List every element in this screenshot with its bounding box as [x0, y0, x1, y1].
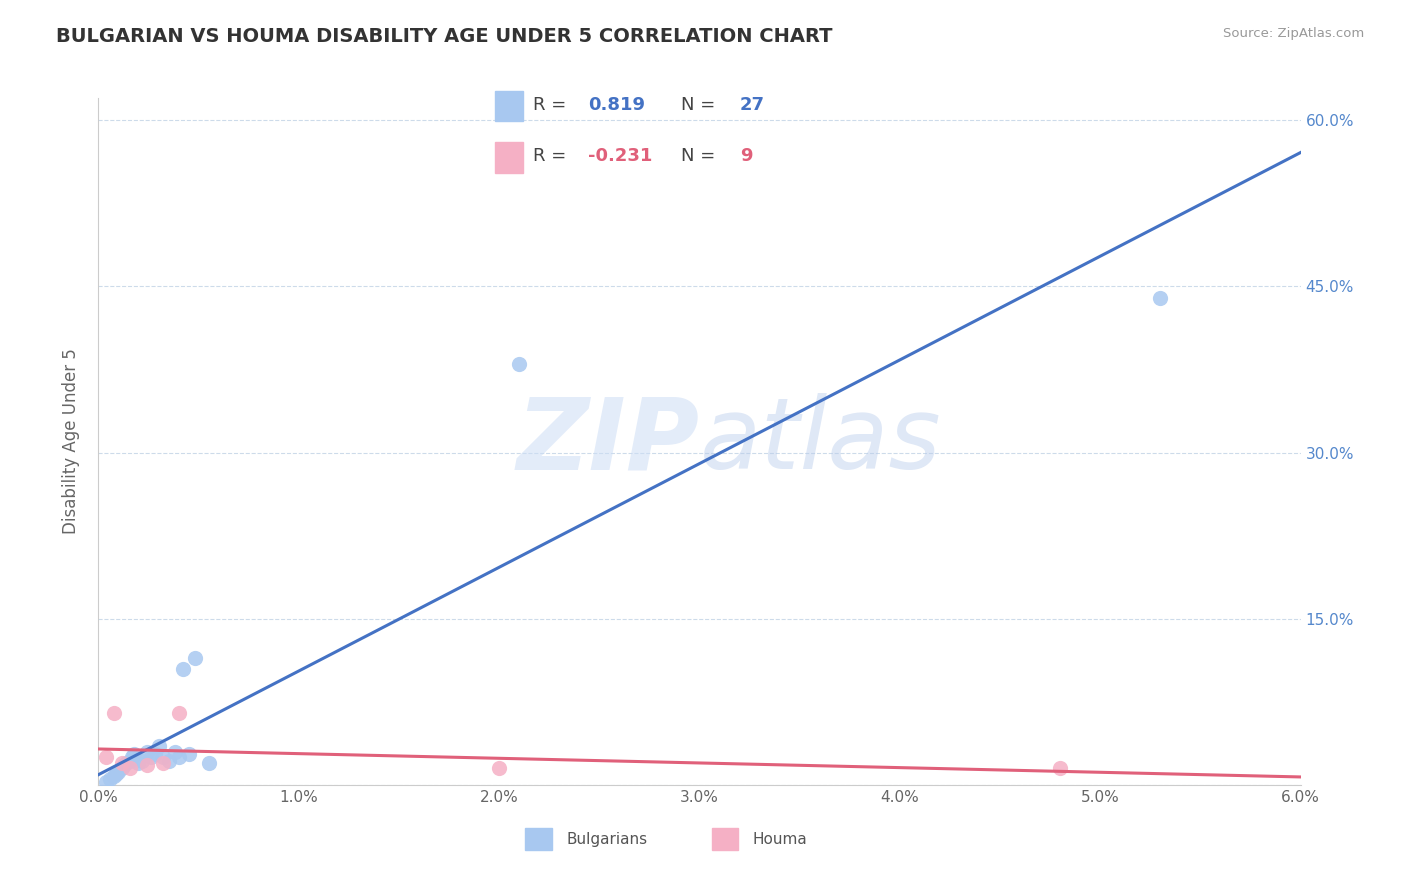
Point: [148, 739, 170, 754]
Point: [135, 745, 157, 759]
Text: 9: 9: [740, 147, 752, 165]
Text: atlas: atlas: [700, 393, 941, 490]
Text: R =: R =: [533, 147, 572, 165]
Point: [157, 754, 180, 768]
Point: [114, 758, 136, 772]
Text: N =: N =: [682, 147, 721, 165]
Point: [111, 756, 134, 770]
Point: [107, 764, 129, 779]
Point: [128, 756, 150, 770]
Point: [183, 650, 205, 665]
Point: [152, 750, 174, 764]
Point: [115, 756, 138, 770]
Bar: [495, 142, 523, 173]
Point: [177, 747, 200, 761]
Text: Houma: Houma: [752, 831, 807, 847]
Text: Source: ZipAtlas.com: Source: ZipAtlas.com: [1223, 27, 1364, 40]
Text: N =: N =: [682, 96, 721, 114]
Point: [139, 750, 162, 764]
Point: [96, 774, 118, 789]
Text: 27: 27: [740, 96, 765, 114]
Text: R =: R =: [533, 96, 572, 114]
Point: [488, 761, 510, 775]
Point: [167, 750, 190, 764]
Bar: [495, 91, 523, 121]
Point: [105, 767, 128, 781]
Point: [103, 769, 125, 783]
Point: [152, 756, 174, 770]
Point: [163, 745, 186, 759]
Text: BULGARIAN VS HOUMA DISABILITY AGE UNDER 5 CORRELATION CHART: BULGARIAN VS HOUMA DISABILITY AGE UNDER …: [56, 27, 832, 45]
Point: [197, 756, 219, 770]
Point: [508, 357, 530, 371]
Point: [100, 772, 122, 787]
Text: -0.231: -0.231: [588, 147, 652, 165]
Text: 0.819: 0.819: [588, 96, 645, 114]
Point: [167, 706, 190, 720]
Point: [120, 761, 142, 775]
Y-axis label: Disability Age Under 5: Disability Age Under 5: [62, 349, 80, 534]
Point: [135, 758, 157, 772]
Point: [111, 761, 134, 775]
Point: [143, 747, 166, 761]
Text: Bulgarians: Bulgarians: [567, 831, 647, 847]
Point: [131, 754, 153, 768]
Point: [103, 706, 125, 720]
Point: [124, 747, 146, 761]
Point: [121, 750, 143, 764]
Point: [1149, 291, 1171, 305]
Point: [1049, 761, 1071, 775]
Point: [120, 754, 142, 768]
Bar: [526, 829, 551, 850]
Text: ZIP: ZIP: [516, 393, 700, 490]
Bar: [711, 829, 738, 850]
Point: [96, 750, 118, 764]
Point: [172, 662, 194, 676]
